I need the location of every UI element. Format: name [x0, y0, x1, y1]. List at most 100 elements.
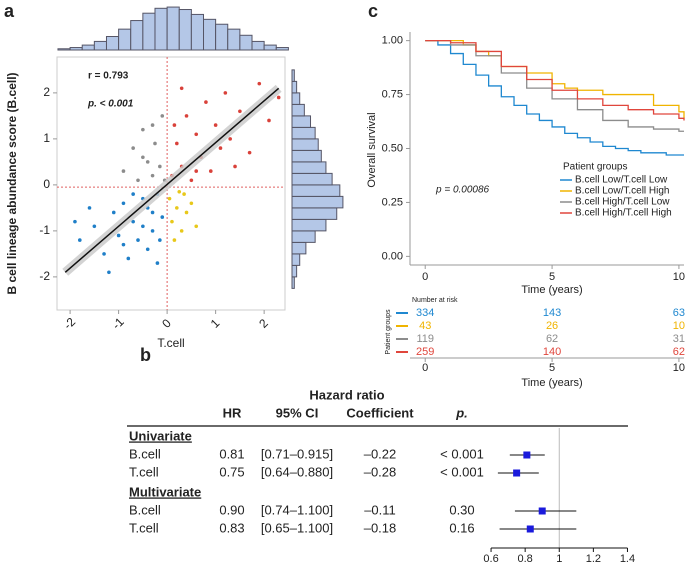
- risk-count: 140: [543, 346, 561, 358]
- y-tick-label: 0: [43, 177, 50, 191]
- risk-count: 31: [673, 333, 685, 345]
- hist-bar: [291, 138, 319, 151]
- y-tick-label: 1.00: [382, 35, 403, 47]
- point: [194, 132, 199, 137]
- risk-label: Patient groups: [385, 309, 392, 355]
- point: [257, 81, 262, 86]
- y-tick-label: 0.25: [382, 196, 403, 208]
- ci: [0.64–0.880]: [261, 464, 333, 479]
- point: [218, 146, 223, 150]
- y-tick-label: -2: [39, 269, 50, 283]
- risk-count: 26: [546, 320, 558, 332]
- row-name: T.cell: [129, 464, 159, 479]
- point: [78, 238, 82, 242]
- plot-frame: [56, 56, 286, 311]
- point: [73, 219, 77, 224]
- column-header: p.: [455, 405, 468, 420]
- hist-bar: [291, 264, 298, 278]
- x-tick-label: -2: [61, 314, 79, 332]
- point: [150, 123, 155, 127]
- x-tick-label: 1.2: [586, 553, 601, 563]
- hist-bar: [291, 149, 322, 163]
- point: [170, 219, 174, 224]
- risk-count: 63: [673, 307, 685, 319]
- point: [145, 247, 150, 252]
- ci: [0.65–1.100]: [261, 520, 333, 535]
- x-tick-label: 5: [549, 271, 555, 283]
- hist-bar: [291, 276, 295, 289]
- panel-label: b: [140, 345, 151, 365]
- x-tick-label: 0.8: [518, 553, 533, 563]
- y-axis-label: Overall survival: [366, 112, 378, 187]
- risk-count: 62: [546, 333, 558, 345]
- risk-tick-label: 5: [549, 362, 555, 374]
- row-name: B.cell: [129, 502, 161, 517]
- hist-bar: [93, 40, 107, 51]
- point: [102, 252, 106, 256]
- point: [175, 206, 179, 210]
- hist-bar: [154, 7, 168, 51]
- hist-bar: [291, 253, 301, 266]
- annotation: p = 0.00086: [435, 185, 490, 196]
- point: [267, 118, 271, 123]
- x-tick-label: 0: [159, 316, 174, 331]
- point: [121, 201, 126, 206]
- panel-label: c: [368, 1, 378, 21]
- hist-bar: [118, 28, 132, 51]
- hist-bar: [203, 18, 217, 51]
- hist-bar: [291, 103, 305, 117]
- point: [172, 238, 177, 242]
- hist-bar: [275, 47, 289, 51]
- risk-count: 62: [673, 346, 685, 358]
- hist-bar: [69, 47, 83, 51]
- survival-curve: [425, 39, 685, 119]
- hist-bar: [251, 40, 265, 51]
- risk-tick-label: 0: [422, 362, 428, 374]
- point: [194, 224, 199, 229]
- hist-bar: [130, 20, 144, 51]
- y-tick-label: 0.50: [382, 142, 403, 154]
- point: [167, 196, 172, 201]
- hist-bar: [57, 48, 71, 51]
- point: [208, 169, 213, 173]
- point: [150, 173, 155, 178]
- risk-title: Number at risk: [412, 297, 458, 304]
- hist-bar: [291, 115, 312, 128]
- coefficient: –0.22: [364, 446, 397, 461]
- x-axis-label: T.cell: [157, 336, 184, 350]
- p-value: < 0.001: [440, 464, 484, 479]
- point: [158, 238, 162, 242]
- hist-bar: [215, 23, 229, 51]
- point: [184, 210, 189, 215]
- hist-bar: [142, 12, 156, 51]
- point: [204, 100, 208, 104]
- legend-label: B.cell Low/T.cell High: [575, 186, 669, 197]
- point: [121, 169, 126, 173]
- x-tick-label: 10: [673, 271, 685, 283]
- x-tick-label: 0.6: [483, 553, 498, 563]
- hr: 0.81: [219, 446, 244, 461]
- point: [87, 206, 92, 210]
- y-tick-label: -1: [39, 223, 50, 237]
- point: [213, 123, 218, 127]
- x-tick-label: 1: [556, 553, 562, 563]
- point: [177, 189, 182, 194]
- x-tick-label: 1.4: [620, 553, 635, 563]
- point: [189, 178, 194, 183]
- survival-curve: [425, 39, 684, 132]
- p-value: < 0.001: [440, 446, 484, 461]
- legend-label: B.cell Low/T.cell Low: [575, 175, 668, 186]
- risk-count: 10: [673, 320, 685, 332]
- coefficient: –0.18: [364, 520, 397, 535]
- point: [136, 238, 140, 242]
- risk-count: 259: [416, 346, 434, 358]
- point: [179, 229, 184, 233]
- point: [131, 219, 135, 224]
- point: [223, 91, 228, 95]
- hr: 0.75: [219, 464, 244, 479]
- fit-line: [64, 87, 280, 273]
- panel-label: a: [4, 1, 15, 21]
- hist-bar: [166, 6, 180, 51]
- point: [184, 114, 189, 118]
- coefficient: –0.11: [364, 502, 396, 517]
